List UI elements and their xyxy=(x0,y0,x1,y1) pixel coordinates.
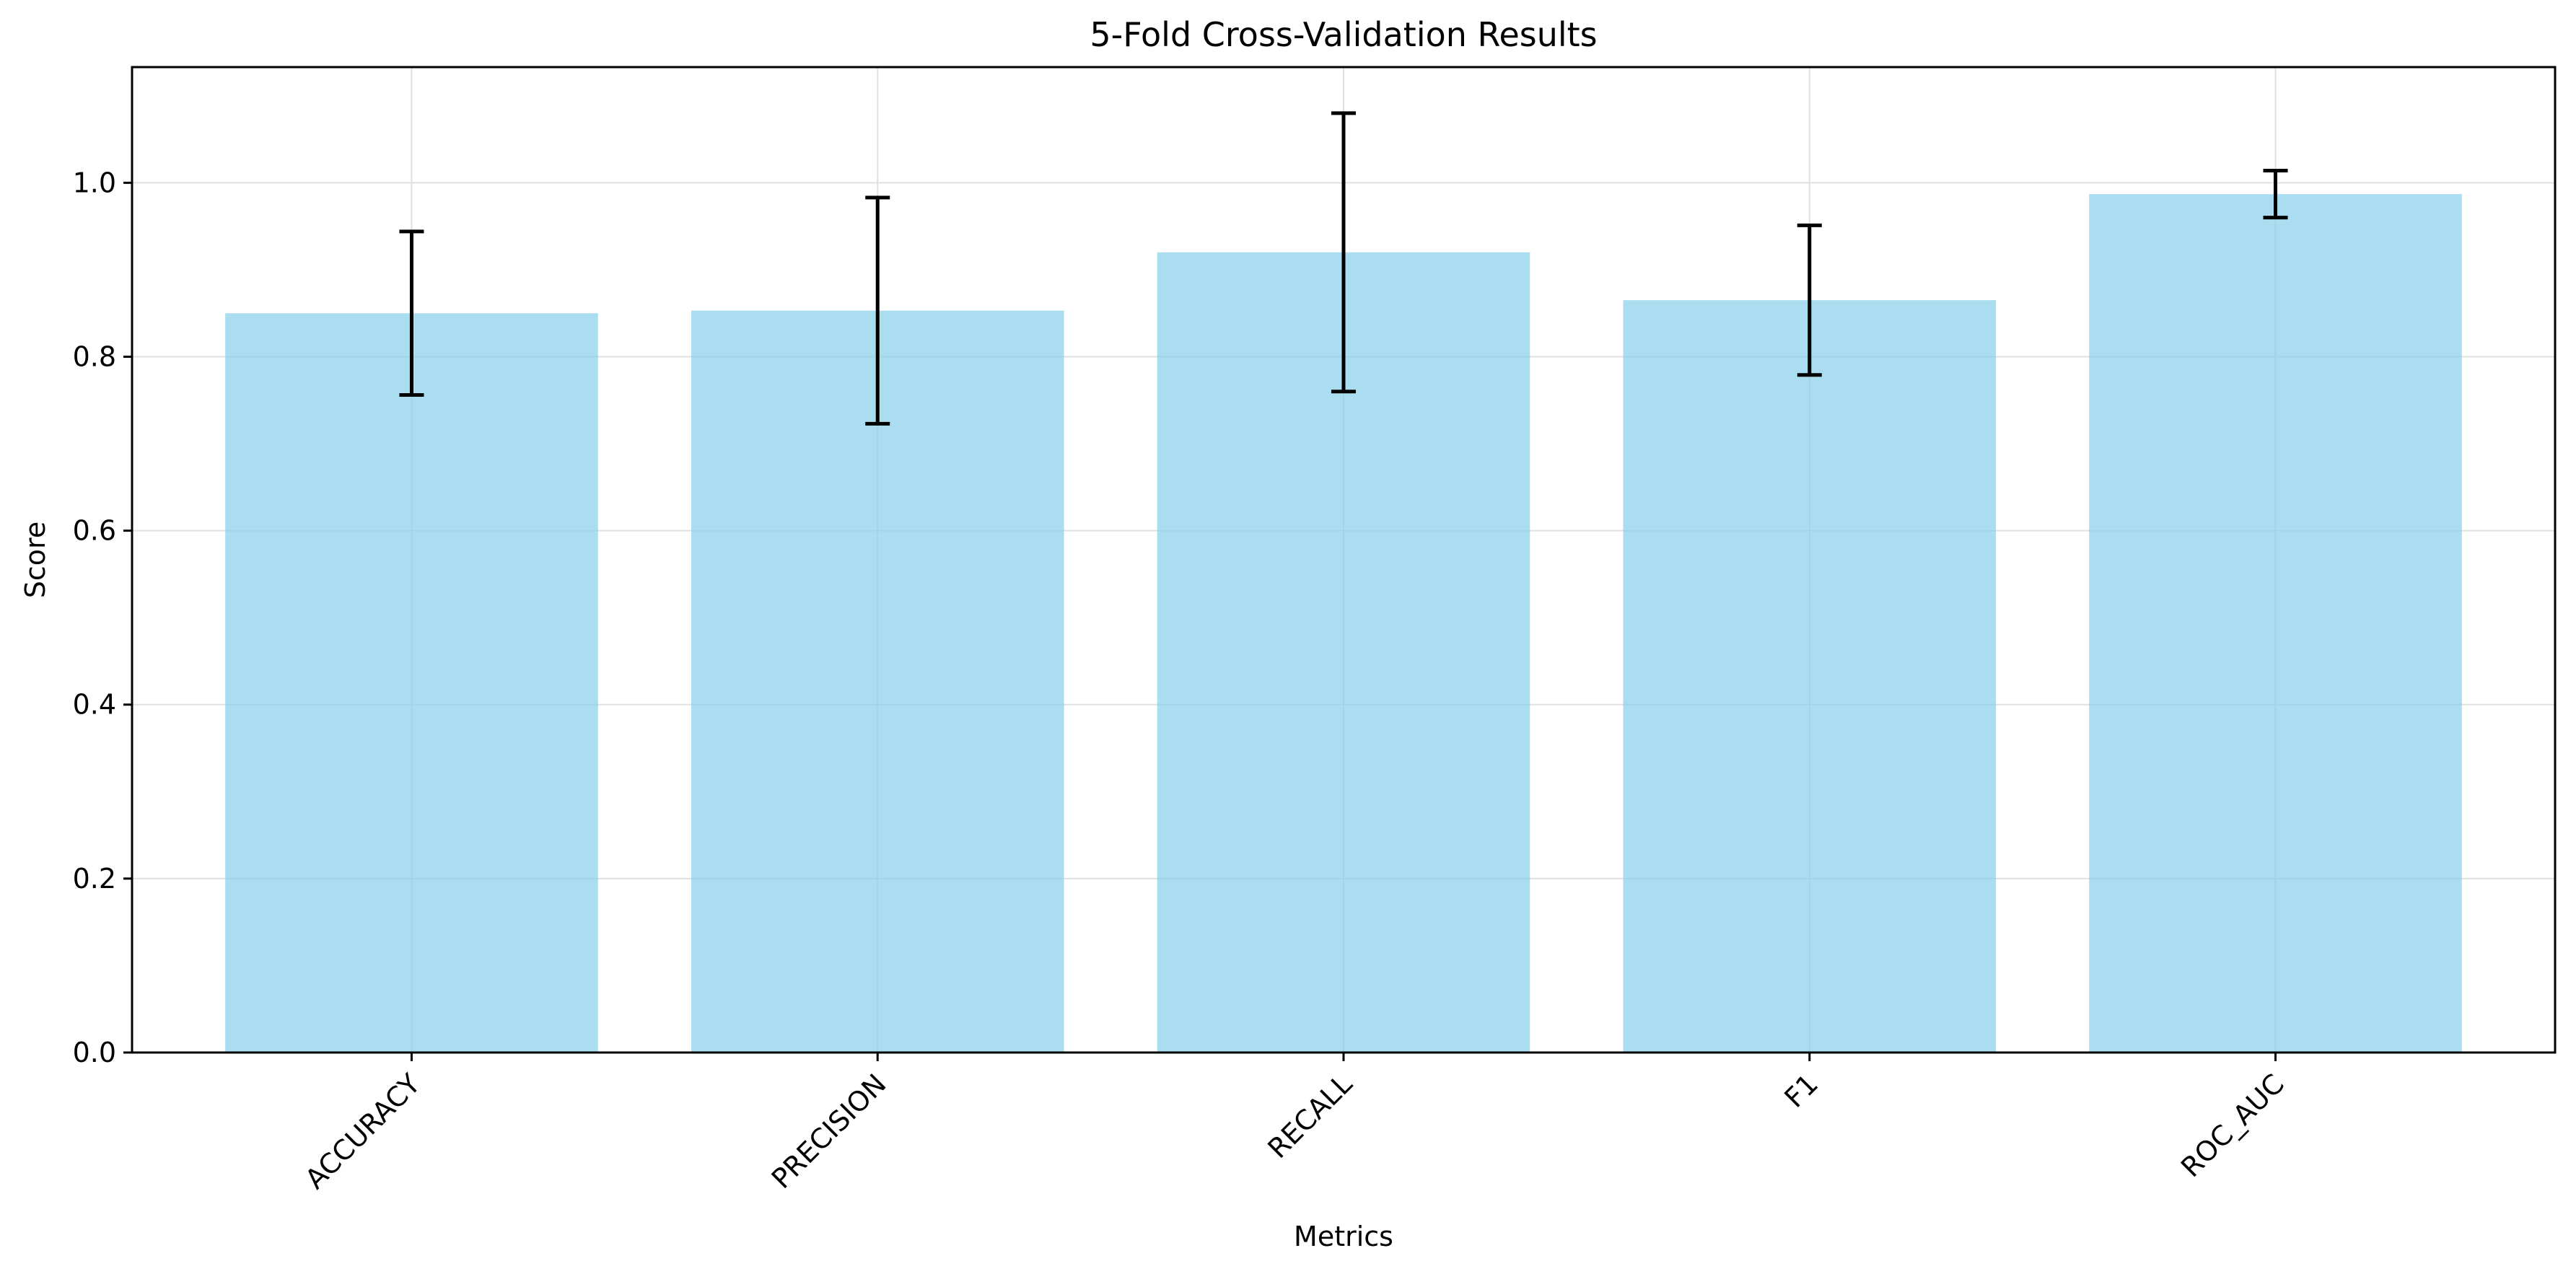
bar-f1 xyxy=(1623,300,1997,1053)
x-tick-label: ACCURACY xyxy=(299,1068,426,1195)
error-bar-layer xyxy=(399,111,2288,426)
y-tick-label: 0.2 xyxy=(73,863,116,895)
x-axis-label: Metrics xyxy=(1294,1221,1393,1252)
x-tick-label: RECALL xyxy=(1262,1068,1359,1164)
x-tick-label: F1 xyxy=(1778,1068,1824,1114)
y-tick-label: 0.0 xyxy=(73,1037,116,1068)
x-tick-label: ROC_AUC xyxy=(2175,1068,2290,1183)
y-tick-label: 0.4 xyxy=(73,689,116,721)
y-tick-label: 0.8 xyxy=(73,341,116,372)
bar-layer xyxy=(225,194,2462,1053)
x-tick-label: PRECISION xyxy=(766,1068,893,1195)
y-tick-label: 0.6 xyxy=(73,515,116,547)
bar-precision xyxy=(691,310,1064,1053)
y-tick-label: 1.0 xyxy=(73,167,116,198)
bar-roc-auc xyxy=(2089,194,2462,1053)
y-axis-label: Score xyxy=(19,522,51,598)
bar-accuracy xyxy=(225,313,598,1053)
chart-title: 5-Fold Cross-Validation Results xyxy=(1090,15,1597,54)
